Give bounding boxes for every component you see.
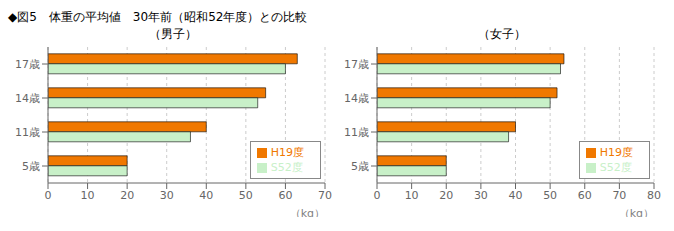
svg-text:（kg）: （kg） bbox=[290, 207, 325, 217]
html-text:H19度: H19度 bbox=[599, 146, 633, 159]
svg-text:30: 30 bbox=[160, 189, 174, 202]
svg-text:70: 70 bbox=[318, 189, 332, 202]
svg-text:10: 10 bbox=[81, 189, 95, 202]
svg-text:（kg）: （kg） bbox=[619, 207, 654, 217]
svg-text:30: 30 bbox=[474, 189, 488, 202]
svg-text:5歳: 5歳 bbox=[22, 160, 40, 173]
svg-text:17歳: 17歳 bbox=[15, 58, 40, 71]
html-text:（女子）: （女子） bbox=[477, 27, 526, 41]
svg-text:50: 50 bbox=[543, 189, 557, 202]
html-text:（男子）: （男子） bbox=[148, 27, 197, 41]
svg-text:17歳: 17歳 bbox=[344, 58, 369, 71]
svg-text:80: 80 bbox=[647, 189, 661, 202]
svg-text:20: 20 bbox=[120, 189, 134, 202]
svg-text:40: 40 bbox=[199, 189, 213, 202]
svg-text:70: 70 bbox=[612, 189, 626, 202]
svg-text:20: 20 bbox=[439, 189, 453, 202]
svg-text:60: 60 bbox=[578, 189, 592, 202]
svg-text:14歳: 14歳 bbox=[344, 92, 369, 105]
html-text:H19度: H19度 bbox=[270, 146, 304, 159]
svg-text:11歳: 11歳 bbox=[344, 126, 369, 139]
svg-text:0: 0 bbox=[374, 189, 381, 202]
html-text:S52度: S52度 bbox=[599, 161, 632, 174]
html-text:◆図5 体重の平均値 30年前（昭和52年度）との比較: ◆図5 体重の平均値 30年前（昭和52年度）との比較 bbox=[8, 10, 308, 24]
svg-text:40: 40 bbox=[509, 189, 523, 202]
svg-text:10: 10 bbox=[405, 189, 419, 202]
svg-text:11歳: 11歳 bbox=[15, 126, 40, 139]
svg-text:0: 0 bbox=[45, 189, 52, 202]
svg-text:5歳: 5歳 bbox=[351, 160, 369, 173]
svg-text:60: 60 bbox=[278, 189, 292, 202]
svg-text:50: 50 bbox=[239, 189, 253, 202]
html-text:S52度: S52度 bbox=[270, 161, 303, 174]
svg-text:14歳: 14歳 bbox=[15, 92, 40, 105]
